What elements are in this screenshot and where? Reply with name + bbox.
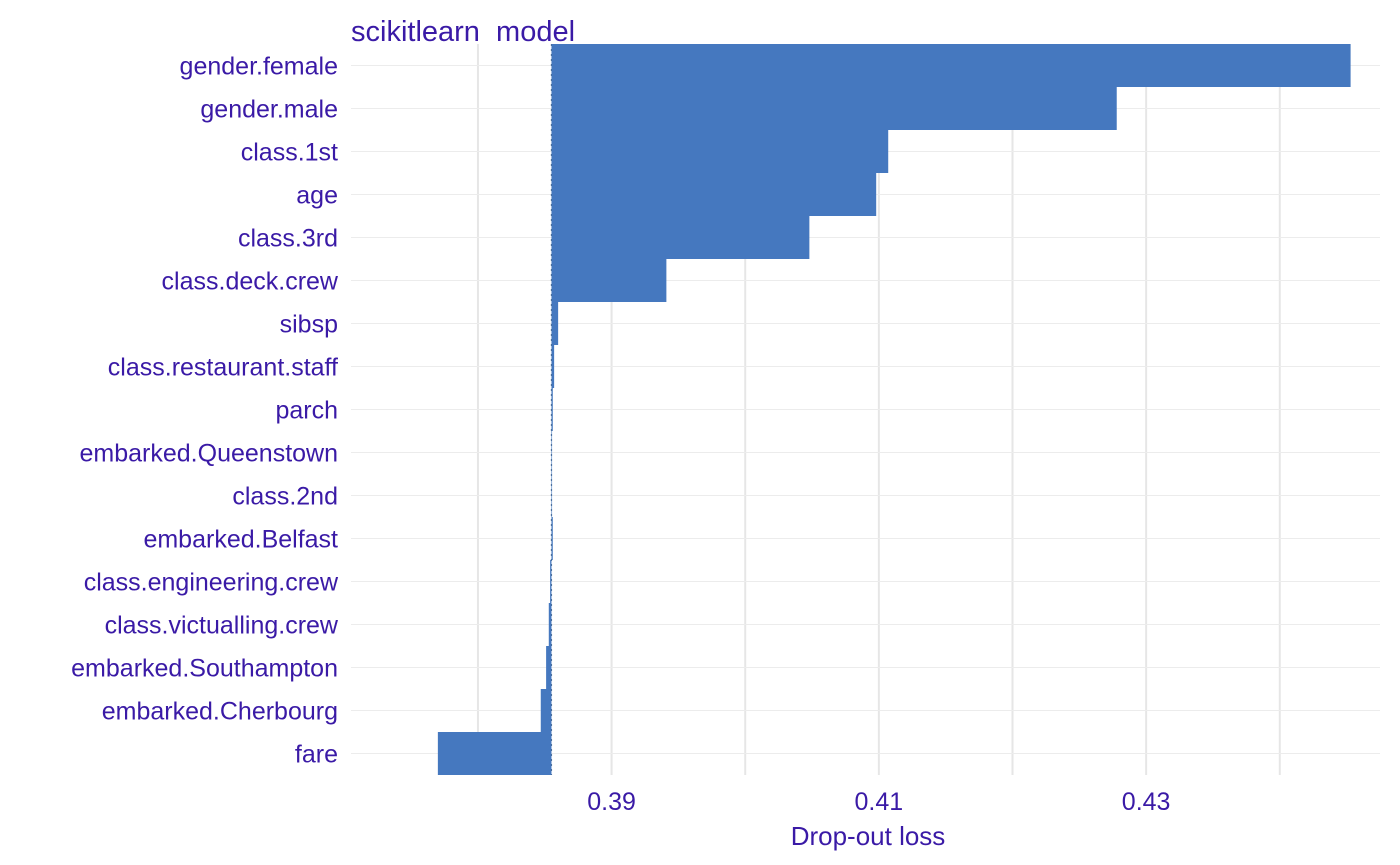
bar bbox=[550, 560, 552, 603]
x-axis-title: Drop-out loss bbox=[791, 821, 946, 851]
bar bbox=[551, 130, 889, 173]
category-label: fare bbox=[295, 741, 338, 769]
category-label: embarked.Queenstown bbox=[80, 440, 338, 468]
bar bbox=[540, 689, 552, 732]
category-label: class.victualling.crew bbox=[105, 612, 339, 640]
category-label: class.2nd bbox=[232, 483, 338, 511]
chart-title: scikitlearn model bbox=[351, 16, 575, 48]
bar bbox=[551, 302, 559, 345]
bar bbox=[551, 431, 553, 474]
category-label: class.3rd bbox=[238, 225, 338, 253]
category-label: embarked.Southampton bbox=[71, 655, 338, 683]
bar bbox=[548, 603, 552, 646]
category-label: sibsp bbox=[280, 311, 338, 339]
category-label: embarked.Belfast bbox=[143, 526, 338, 554]
bars bbox=[437, 44, 1351, 775]
bar bbox=[551, 173, 877, 216]
category-label: parch bbox=[275, 397, 338, 425]
grid-lines bbox=[351, 44, 1380, 775]
bar bbox=[551, 216, 810, 259]
category-label: class.restaurant.staff bbox=[108, 354, 338, 382]
bar bbox=[551, 345, 555, 388]
bar bbox=[551, 517, 553, 560]
bar bbox=[546, 646, 552, 689]
category-label: gender.male bbox=[200, 96, 338, 124]
bar bbox=[551, 259, 667, 302]
category-label: embarked.Cherbourg bbox=[102, 698, 338, 726]
category-label: gender.female bbox=[180, 53, 338, 81]
category-label: class.engineering.crew bbox=[84, 569, 339, 597]
category-labels: gender.female gender.male class.1st age clas… bbox=[71, 53, 339, 769]
x-tick-label: 0.39 bbox=[587, 788, 636, 816]
bar bbox=[551, 87, 1117, 130]
bar bbox=[551, 388, 553, 431]
category-label: class.1st bbox=[241, 139, 338, 167]
category-label: age bbox=[296, 182, 338, 210]
bar bbox=[437, 732, 552, 775]
x-tick-label: 0.41 bbox=[855, 788, 904, 816]
category-label: class.deck.crew bbox=[162, 268, 339, 296]
bar bbox=[551, 44, 1351, 87]
x-tick-labels: 0.39 0.41 0.43 bbox=[587, 788, 1170, 816]
x-tick-label: 0.43 bbox=[1122, 788, 1171, 816]
